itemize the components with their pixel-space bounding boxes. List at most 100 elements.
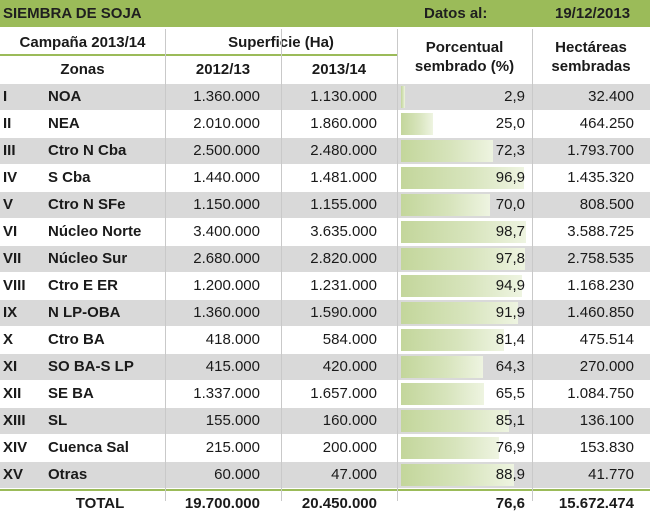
percent-sown: 70,0 bbox=[495, 196, 525, 213]
surface-2013: 1.130.000 bbox=[310, 88, 377, 105]
surface-2013: 1.481.000 bbox=[310, 169, 377, 186]
zone-name: Ctro N SFe bbox=[48, 196, 126, 213]
percent-sown: 72,3 bbox=[495, 142, 525, 159]
surface-2012: 2.010.000 bbox=[193, 115, 260, 132]
percent-header-line2: sembrado (%) bbox=[414, 57, 515, 75]
sheet-title: SIEMBRA DE SOJA bbox=[3, 5, 142, 22]
percent-bar bbox=[401, 113, 433, 135]
percent-bar bbox=[401, 221, 526, 243]
hectares-sown: 2.758.535 bbox=[567, 250, 634, 267]
zone-number: VI bbox=[3, 223, 18, 240]
surface-2012: 1.360.000 bbox=[193, 88, 260, 105]
header-divider bbox=[0, 54, 397, 56]
zone-name: Ctro N Cba bbox=[48, 142, 127, 159]
table-row: XIV Cuenca Sal 215.000 200.000 76,9 153.830 bbox=[0, 435, 650, 462]
zone-number: IX bbox=[3, 304, 18, 321]
percent-bar bbox=[401, 302, 518, 324]
percent-bar bbox=[401, 140, 493, 162]
percent-bar bbox=[401, 248, 525, 270]
percent-sown: 94,9 bbox=[495, 277, 525, 294]
zone-number: IV bbox=[3, 169, 18, 186]
zone-name: Ctro E ER bbox=[48, 277, 119, 294]
table-row: XII SE BA 1.337.000 1.657.000 65,5 1.084.750 bbox=[0, 381, 650, 408]
title-bar: SIEMBRA DE SOJA Datos al: 19/12/2013 bbox=[0, 0, 650, 29]
zone-name: N LP-OBA bbox=[48, 304, 121, 321]
zone-number: VII bbox=[3, 250, 22, 267]
surface-2012: 1.337.000 bbox=[193, 385, 260, 402]
total-surface-2012: 19.700.000 bbox=[184, 495, 260, 512]
zone-name: SO BA-S LP bbox=[48, 358, 134, 375]
data-rows: I NOA 1.360.000 1.130.000 2,9 32.400 II NEA 2.01… bbox=[0, 84, 650, 519]
percent-bar bbox=[401, 167, 524, 189]
hectares-sown: 464.250 bbox=[579, 115, 634, 132]
percent-sown: 25,0 bbox=[495, 115, 525, 132]
percent-bar bbox=[401, 356, 483, 378]
percent-sown: 97,8 bbox=[495, 250, 525, 267]
surface-2012: 60.000 bbox=[214, 466, 260, 483]
percent-sown: 2,9 bbox=[504, 88, 525, 105]
zones-header: Zonas bbox=[60, 61, 105, 78]
surface-2013: 1.155.000 bbox=[310, 196, 377, 213]
surface-2013: 1.657.000 bbox=[310, 385, 377, 402]
zone-name: SE BA bbox=[48, 385, 94, 402]
zone-number: XI bbox=[3, 358, 18, 375]
surface-2013: 1.231.000 bbox=[310, 277, 377, 294]
header-row-top: Campaña 2013/14 Superficie (Ha) bbox=[0, 29, 650, 55]
percent-sown: 85,1 bbox=[495, 412, 525, 429]
table-row: II NEA 2.010.000 1.860.000 25,0 464.250 bbox=[0, 111, 650, 138]
zone-name: Otras bbox=[48, 466, 88, 483]
date-label: Datos al: bbox=[424, 5, 488, 22]
total-hectares: 15.672.474 bbox=[558, 495, 634, 512]
percent-bar bbox=[401, 437, 499, 459]
surface-2012: 1.440.000 bbox=[193, 169, 260, 186]
percent-bar bbox=[401, 275, 522, 297]
surface-2013: 160.000 bbox=[322, 412, 377, 429]
hectares-sown: 475.514 bbox=[579, 331, 634, 348]
column-divider bbox=[397, 29, 398, 501]
zone-name: Núcleo Norte bbox=[48, 223, 142, 240]
zone-number: XIII bbox=[3, 412, 26, 429]
surface-2012: 1.150.000 bbox=[193, 196, 260, 213]
table-row: VIII Ctro E ER 1.200.000 1.231.000 94,9 1.168… bbox=[0, 273, 650, 300]
year-2013-header: 2013/14 bbox=[311, 61, 367, 78]
hectares-sown: 808.500 bbox=[579, 196, 634, 213]
hectares-sown: 1.084.750 bbox=[567, 385, 634, 402]
zone-number: XIV bbox=[3, 439, 28, 456]
surface-2012: 418.000 bbox=[205, 331, 260, 348]
table-row: XI SO BA-S LP 415.000 420.000 64,3 270.000 bbox=[0, 354, 650, 381]
hectares-sown: 1.460.850 bbox=[567, 304, 634, 321]
table-row: VI Núcleo Norte 3.400.000 3.635.000 98,7 3.58… bbox=[0, 219, 650, 246]
hectares-header-line2: sembradas bbox=[551, 57, 631, 75]
hectares-sown: 32.400 bbox=[588, 88, 634, 105]
total-percent: 76,6 bbox=[495, 495, 525, 512]
percent-header-line1: Porcentual bbox=[425, 38, 504, 56]
campaign-header: Campaña 2013/14 bbox=[19, 33, 146, 51]
date-value: 19/12/2013 bbox=[555, 5, 631, 22]
percent-bar bbox=[401, 410, 509, 432]
hectares-sown: 41.770 bbox=[588, 466, 634, 483]
zone-name: NOA bbox=[48, 88, 82, 105]
hectares-header: Hectáreas sembradas bbox=[532, 29, 650, 84]
hectares-sown: 3.588.725 bbox=[567, 223, 634, 240]
hectares-sown: 136.100 bbox=[579, 412, 634, 429]
surface-2012: 155.000 bbox=[205, 412, 260, 429]
percent-sown: 64,3 bbox=[495, 358, 525, 375]
hectares-sown: 1.168.230 bbox=[567, 277, 634, 294]
zone-name: Ctro BA bbox=[48, 331, 105, 348]
column-divider bbox=[281, 29, 282, 501]
table-row: XIII SL 155.000 160.000 85,1 136.100 bbox=[0, 408, 650, 435]
percent-sown: 65,5 bbox=[495, 385, 525, 402]
table-row: III Ctro N Cba 2.500.000 2.480.000 72,3 1.793… bbox=[0, 138, 650, 165]
table-row: IX N LP-OBA 1.360.000 1.590.000 91,9 1.460.85… bbox=[0, 300, 650, 327]
zone-number: X bbox=[3, 331, 14, 348]
surface-2012: 1.200.000 bbox=[193, 277, 260, 294]
zone-number: XII bbox=[3, 385, 22, 402]
surface-2013: 420.000 bbox=[322, 358, 377, 375]
hectares-sown: 1.793.700 bbox=[567, 142, 634, 159]
surface-2012: 2.500.000 bbox=[193, 142, 260, 159]
percent-bar bbox=[401, 383, 484, 405]
surface-2013: 1.860.000 bbox=[310, 115, 377, 132]
surface-2013: 2.820.000 bbox=[310, 250, 377, 267]
percent-bar bbox=[401, 329, 504, 351]
